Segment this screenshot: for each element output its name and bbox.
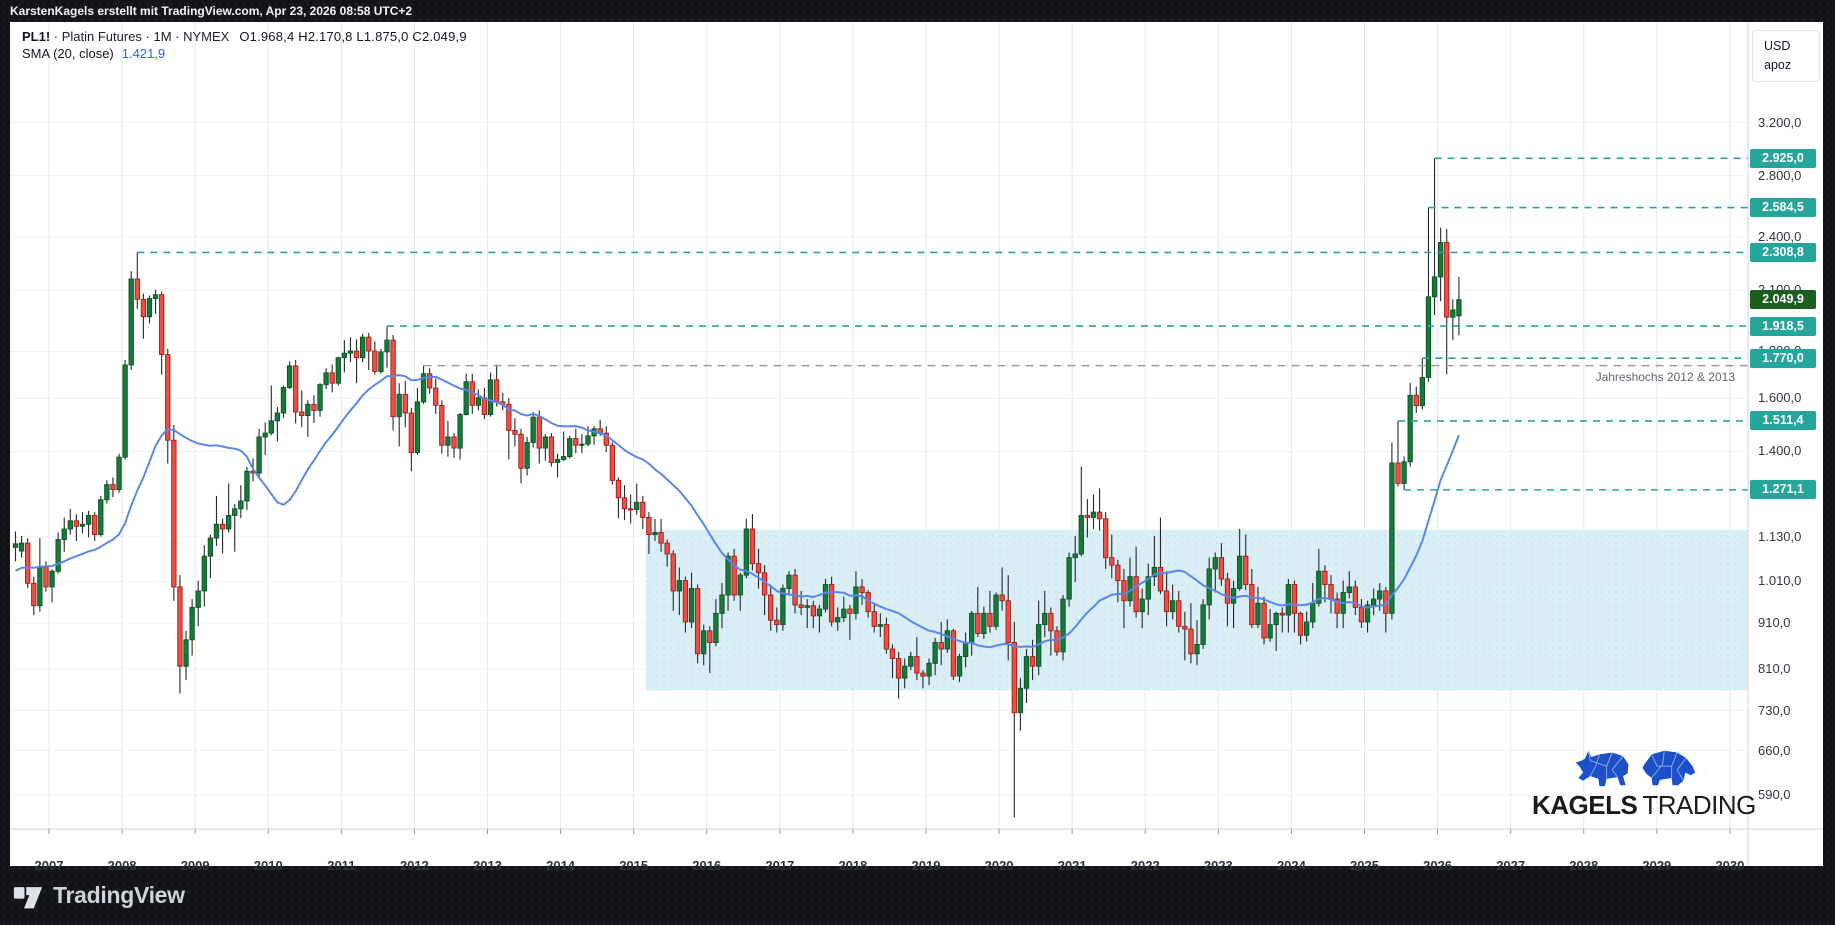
price-tick-label: 660,0 <box>1758 742 1791 758</box>
symbol-meta: · Platin Futures · 1M · NYMEX <box>50 29 230 44</box>
price-tick-label: 590,0 <box>1758 787 1791 803</box>
year-label: 2022 <box>1130 858 1160 873</box>
year-label: 2019 <box>911 858 941 873</box>
sma-value: 1.421,9 <box>121 46 166 61</box>
year-label: 2016 <box>692 858 722 873</box>
year-label: 2025 <box>1350 858 1379 873</box>
watermark-icons <box>1532 748 1738 788</box>
chart-panel[interactable]: PL1! · Platin Futures · 1M · NYMEX O1.968… <box>10 22 1823 873</box>
header-bar: KarstenKagels erstellt mit TradingView.c… <box>0 0 1835 22</box>
brand-kagels: KAGELS <box>1532 790 1638 820</box>
year-label: 2028 <box>1569 858 1599 873</box>
footer-bar: TradingView <box>0 866 1835 925</box>
year-label: 2021 <box>1057 858 1087 873</box>
price-level-badge: 2.925,0 <box>1750 148 1816 168</box>
price-tick-label: 1.600,0 <box>1758 390 1802 406</box>
price-tick-label: 2.800,0 <box>1758 167 1802 183</box>
year-label: 2023 <box>1203 858 1233 873</box>
ohlc-values: O1.968,4 H2.170,8 L1.875,0 C2.049,9 <box>239 29 467 44</box>
unit-currency: USD <box>1764 39 1791 53</box>
year-label: 2014 <box>546 858 576 873</box>
price-tick-label: 810,0 <box>1758 661 1791 677</box>
last-price-badge: 2.049,9 <box>1750 290 1816 310</box>
bull-icon <box>1575 750 1628 787</box>
unit-measure: apoz <box>1764 58 1792 72</box>
year-label: 2020 <box>984 858 1014 873</box>
price-tick-label: 1.010,0 <box>1758 573 1802 589</box>
jahreshochs-annotation: Jahreshochs 2012 & 2013 <box>1595 369 1735 384</box>
sma-line <box>15 374 1460 649</box>
tradingview-logo-text: TradingView <box>53 882 185 908</box>
price-level-badge: 1.271,1 <box>1750 480 1816 500</box>
legend-sma-row[interactable]: SMA (20, close) 1.421,9 <box>22 45 467 62</box>
year-label: 2011 <box>327 858 356 873</box>
year-label: 2017 <box>765 858 795 873</box>
price-level-badge: 1.511,4 <box>1750 411 1816 431</box>
year-label: 2008 <box>107 858 137 873</box>
price-level-lines[interactable] <box>137 157 1748 491</box>
price-tick-label: 1.400,0 <box>1758 443 1802 459</box>
watermark-brand-text: KAGELS TRADING <box>1532 790 1756 821</box>
price-tick-label: 1.130,0 <box>1758 528 1802 544</box>
year-label: 2018 <box>838 858 868 873</box>
year-label: 2010 <box>253 858 283 873</box>
legend-symbol-row[interactable]: PL1! · Platin Futures · 1M · NYMEX O1.968… <box>22 28 467 45</box>
candlestick-series <box>12 158 1462 818</box>
year-label: 2027 <box>1496 858 1526 873</box>
price-level-badge: 1.918,5 <box>1750 316 1816 336</box>
brand-trading: TRADING <box>1642 790 1756 820</box>
bear-icon <box>1642 750 1695 786</box>
kagels-trading-watermark: KAGELS TRADING <box>1532 748 1756 821</box>
tradingview-logo[interactable]: TradingView <box>13 881 185 911</box>
year-label: 2007 <box>34 858 64 873</box>
year-label: 2026 <box>1423 858 1453 873</box>
gridlines <box>10 22 1748 829</box>
price-level-badge: 2.308,8 <box>1750 242 1816 262</box>
year-label: 2012 <box>399 858 429 873</box>
price-tick-label: 3.200,0 <box>1758 114 1802 130</box>
price-tick-label: 2.400,0 <box>1758 228 1802 244</box>
year-label: 2015 <box>619 858 649 873</box>
year-label: 2013 <box>473 858 502 873</box>
year-label: 2024 <box>1276 858 1306 873</box>
price-level-badge: 1.770,0 <box>1750 348 1816 368</box>
year-label: 2029 <box>1642 858 1672 873</box>
year-label: 2030 <box>1715 858 1745 873</box>
price-tick-label: 910,0 <box>1758 614 1791 630</box>
candlestick-chart-canvas[interactable] <box>10 22 1823 866</box>
tradingview-icon <box>13 886 43 908</box>
year-label: 2009 <box>180 858 210 873</box>
sma-label[interactable]: SMA (20, close) <box>22 46 114 61</box>
price-tick-label: 730,0 <box>1758 702 1791 718</box>
price-level-badge: 2.584,5 <box>1750 198 1816 218</box>
symbol-label[interactable]: PL1! <box>22 29 51 44</box>
chart-legend[interactable]: PL1! · Platin Futures · 1M · NYMEX O1.968… <box>22 28 467 62</box>
unit-badge: USD apoz <box>1752 30 1820 82</box>
header-attribution-text: KarstenKagels erstellt mit TradingView.c… <box>10 4 413 18</box>
